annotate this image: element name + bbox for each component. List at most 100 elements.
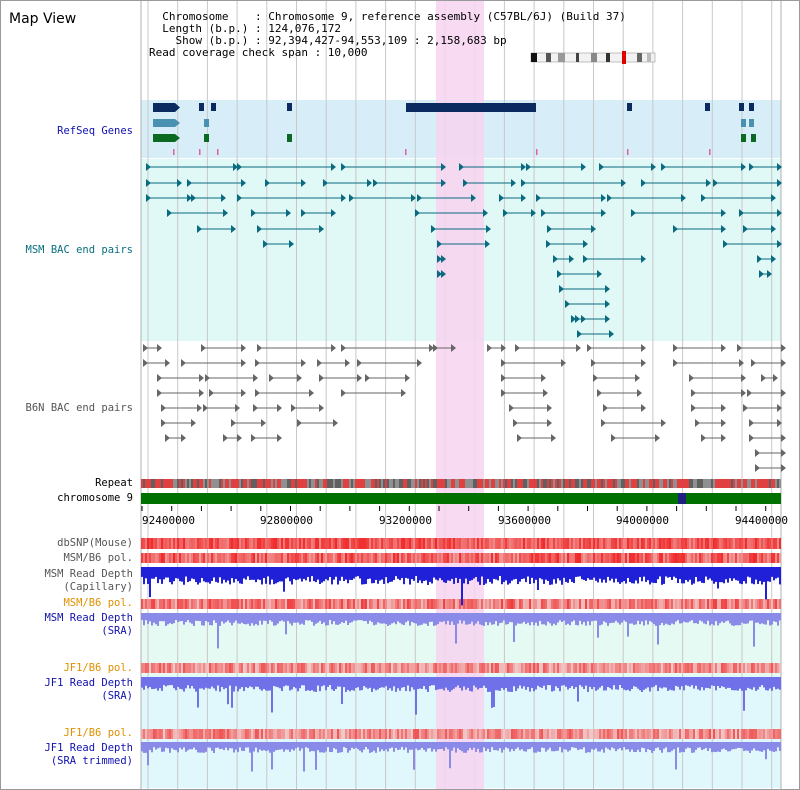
- pol-cell: [575, 729, 577, 739]
- track-label-refseq[interactable]: RefSeq Genes: [57, 125, 133, 137]
- pol-cell: [535, 729, 537, 739]
- pol-cell: [699, 729, 701, 739]
- pol-cell: [171, 553, 173, 563]
- depth-bar: [463, 742, 465, 753]
- pol-cell: [397, 553, 399, 563]
- pol-cell: [147, 663, 149, 673]
- pol-cell: [367, 553, 369, 563]
- depth-bar: [247, 742, 249, 748]
- pol-cell: [741, 553, 743, 563]
- pol-cell: [557, 599, 559, 609]
- bac-end-marker: [721, 419, 726, 427]
- depth-bar: [191, 677, 193, 687]
- depth-bar: [369, 567, 371, 579]
- pol-cell: [471, 729, 473, 739]
- pol-cell: [251, 538, 253, 549]
- pol-cell: [155, 663, 157, 673]
- track-label-dbsnp[interactable]: dbSNP(Mouse): [57, 537, 133, 549]
- depth-bar: [369, 742, 371, 753]
- pol-cell: [761, 553, 763, 563]
- pol-cell: [645, 729, 647, 739]
- depth-bar: [387, 613, 389, 626]
- repeat-block: [315, 479, 317, 488]
- track-label-jf1-b6-pol-2[interactable]: JF1/B6 pol.: [63, 727, 133, 739]
- depth-bar: [209, 567, 211, 584]
- depth-bar: [217, 613, 219, 649]
- pol-cell: [435, 599, 437, 609]
- track-label-msm-b6-pol-2[interactable]: MSM/B6 pol.: [63, 597, 133, 609]
- pol-cell: [541, 599, 543, 609]
- track-label-jf1-b6-pol[interactable]: JF1/B6 pol.: [63, 662, 133, 674]
- depth-bar: [239, 677, 241, 689]
- depth-bar: [517, 567, 519, 585]
- track-label-jf1-read-depth-trim[interactable]: JF1 Read Depth: [44, 742, 133, 754]
- depth-bar: [199, 742, 201, 753]
- pol-cell: [333, 663, 335, 673]
- pol-cell: [495, 599, 497, 609]
- bac-end-marker: [269, 374, 274, 382]
- pol-cell: [379, 553, 381, 563]
- pol-cell: [151, 553, 153, 563]
- depth-bar: [625, 677, 627, 691]
- pol-cell: [497, 729, 499, 739]
- depth-bar: [771, 742, 773, 752]
- pol-cell: [697, 538, 699, 549]
- pol-cell: [517, 538, 519, 549]
- depth-bar: [193, 677, 195, 689]
- repeat-block: [687, 479, 689, 488]
- depth-bar: [659, 613, 661, 626]
- depth-bar: [527, 613, 529, 623]
- repeat-block: [467, 479, 469, 488]
- depth-bar: [449, 742, 451, 769]
- depth-bar: [571, 567, 573, 582]
- track-label-repeat[interactable]: Repeat: [95, 477, 133, 489]
- depth-bar: [509, 742, 511, 752]
- pol-cell: [411, 729, 413, 739]
- pol-cell: [533, 599, 535, 609]
- pol-cell: [623, 663, 625, 673]
- pol-cell: [227, 538, 229, 549]
- track-label-chromosome[interactable]: chromosome 9: [57, 492, 133, 504]
- pol-cell: [567, 729, 569, 739]
- repeat-block: [205, 479, 207, 488]
- repeat-block: [685, 479, 687, 488]
- pol-cell: [211, 553, 213, 563]
- pol-cell: [293, 599, 295, 609]
- pol-cell: [273, 538, 275, 549]
- depth-bar: [537, 742, 539, 752]
- depth-bar: [523, 742, 525, 752]
- depth-bar: [505, 567, 507, 581]
- track-label-msm-bac[interactable]: MSM BAC end pairs: [25, 244, 133, 256]
- bac-end-marker: [197, 225, 202, 233]
- bac-end-marker: [587, 344, 592, 352]
- pol-cell: [687, 663, 689, 673]
- depth-bar: [597, 677, 599, 690]
- depth-bar: [253, 613, 255, 626]
- track-label-jf1-read-depth-sra[interactable]: JF1 Read Depth: [44, 677, 133, 689]
- pol-cell: [743, 663, 745, 673]
- bac-end-marker: [257, 344, 262, 352]
- depth-bar: [693, 613, 695, 624]
- depth-bar: [311, 567, 313, 577]
- pol-cell: [291, 663, 293, 673]
- pol-cell: [465, 538, 467, 549]
- pol-cell: [263, 729, 265, 739]
- pol-cell: [271, 538, 273, 549]
- pol-cell: [389, 729, 391, 739]
- track-label-msm-read-depth-sra[interactable]: MSM Read Depth: [44, 612, 133, 624]
- depth-bar: [279, 677, 281, 689]
- pol-cell: [213, 538, 215, 549]
- track-label-b6n-bac[interactable]: B6N BAC end pairs: [25, 402, 133, 414]
- track-label-msm-read-depth-cap[interactable]: MSM Read Depth: [44, 568, 133, 580]
- track-label-msm-b6-pol[interactable]: MSM/B6 pol.: [63, 552, 133, 564]
- depth-bar: [319, 567, 321, 585]
- pol-cell: [205, 729, 207, 739]
- pol-cell: [633, 553, 635, 563]
- depth-bar: [727, 677, 729, 688]
- depth-bar: [437, 613, 439, 625]
- depth-bar: [693, 677, 695, 689]
- pol-cell: [197, 553, 199, 563]
- pol-cell: [459, 599, 461, 609]
- repeat-block: [699, 479, 701, 488]
